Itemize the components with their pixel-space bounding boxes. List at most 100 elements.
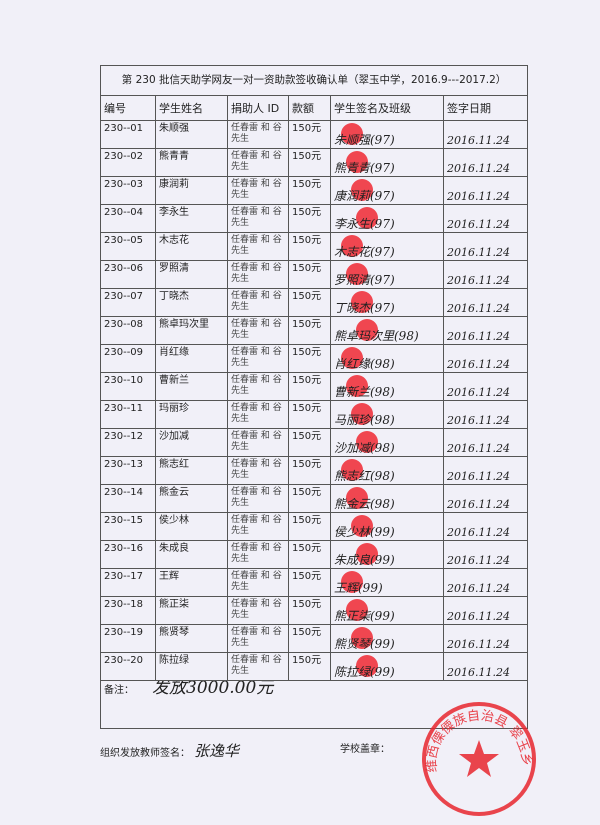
sign-date: 2016.11.24 <box>442 652 529 681</box>
sign-date: 2016.11.24 <box>442 120 529 149</box>
signature-text: 熊金云(98) <box>334 497 395 511</box>
amount: 150元 <box>288 148 331 177</box>
amount: 150元 <box>288 260 331 289</box>
fingerprint-mark <box>356 207 378 229</box>
donor-id: 任春雷 和 谷先生 <box>227 428 289 457</box>
teacher-signature-line: 组织发放教师签名： 张逸华 <box>100 740 239 761</box>
teacher-signature: 张逸华 <box>194 742 240 760</box>
table-row: 230--15 侯少林 任春雷 和 谷先生 150元 侯少林(99) 2016.11.24 <box>100 512 529 541</box>
amount: 150元 <box>288 120 331 149</box>
form-title: 第 230 批信天助学网友一对一资助款签收确认单（翠玉中学，2016.9---2… <box>99 65 529 96</box>
signature-text: 熊卓玛次里(98) <box>334 329 419 343</box>
donor-id: 任春雷 和 谷先生 <box>227 120 289 149</box>
fingerprint-mark <box>341 459 363 481</box>
donor-id: 任春雷 和 谷先生 <box>227 484 289 513</box>
student-signature: 木志花(97) <box>330 232 444 261</box>
student-id: 230--01 <box>100 120 156 149</box>
donor-id: 任春雷 和 谷先生 <box>227 316 289 345</box>
donor-id: 任春雷 和 谷先生 <box>227 400 289 429</box>
student-name: 朱成良 <box>155 540 228 569</box>
fingerprint-mark <box>346 375 368 397</box>
student-signature: 李永生(97) <box>330 204 444 233</box>
signature-text: 曹新兰(98) <box>334 385 395 399</box>
sign-date: 2016.11.24 <box>442 456 529 485</box>
student-name: 熊金云 <box>155 484 228 513</box>
sign-date: 2016.11.24 <box>442 148 529 177</box>
table-row: 230--16 朱成良 任春雷 和 谷先生 150元 朱成良(99) 2016.11.24 <box>100 540 529 569</box>
amount: 150元 <box>288 652 331 681</box>
fingerprint-mark <box>356 319 378 341</box>
amount: 150元 <box>288 344 331 373</box>
sign-date: 2016.11.24 <box>442 372 529 401</box>
table-row: 230--11 玛丽珍 任春雷 和 谷先生 150元 马丽珍(98) 2016.11.24 <box>100 400 529 429</box>
student-signature: 王辉(99) <box>330 568 444 597</box>
sign-date: 2016.11.24 <box>442 624 529 653</box>
signature-text: 李永生(97) <box>334 217 395 231</box>
student-name: 曹新兰 <box>155 372 228 401</box>
signature-text: 熊志红(98) <box>334 469 395 483</box>
student-name: 玛丽珍 <box>155 400 228 429</box>
student-name: 木志花 <box>155 232 228 261</box>
donor-id: 任春雷 和 谷先生 <box>227 540 289 569</box>
amount: 150元 <box>288 512 331 541</box>
student-signature: 熊贤琴(99) <box>330 624 444 653</box>
table-row: 230--12 沙加减 任春雷 和 谷先生 150元 沙加减(98) 2016.11.24 <box>100 428 529 457</box>
fingerprint-mark <box>341 123 363 145</box>
sign-date: 2016.11.24 <box>442 344 529 373</box>
student-id: 230--04 <box>100 204 156 233</box>
sign-date: 2016.11.24 <box>442 288 529 317</box>
amount: 150元 <box>288 176 331 205</box>
sign-date: 2016.11.24 <box>442 540 529 569</box>
receipt-table: 第 230 批信天助学网友一对一资助款签收确认单（翠玉中学，2016.9---2… <box>99 65 529 729</box>
student-signature: 罗照清(97) <box>330 260 444 289</box>
student-signature: 朱成良(99) <box>330 540 444 569</box>
column-header: 编号 <box>100 95 156 121</box>
student-signature: 朱顺强(97) <box>330 120 444 149</box>
student-name: 熊正柒 <box>155 596 228 625</box>
sign-date: 2016.11.24 <box>442 316 529 345</box>
donor-id: 任春雷 和 谷先生 <box>227 176 289 205</box>
amount: 150元 <box>288 316 331 345</box>
student-id: 230--19 <box>100 624 156 653</box>
amount: 150元 <box>288 204 331 233</box>
table-row: 230--06 罗照清 任春雷 和 谷先生 150元 罗照清(97) 2016.11.24 <box>100 260 529 289</box>
signature-text: 马丽珍(98) <box>334 413 395 427</box>
table-row: 230--19 熊贤琴 任春雷 和 谷先生 150元 熊贤琴(99) 2016.11.24 <box>100 624 529 653</box>
student-name: 熊贤琴 <box>155 624 228 653</box>
sign-date: 2016.11.24 <box>442 400 529 429</box>
table-row: 230--10 曹新兰 任春雷 和 谷先生 150元 曹新兰(98) 2016.11.24 <box>100 372 529 401</box>
student-id: 230--08 <box>100 316 156 345</box>
student-id: 230--20 <box>100 652 156 681</box>
fingerprint-mark <box>341 571 363 593</box>
star-icon <box>459 740 499 777</box>
student-name: 陈拉绿 <box>155 652 228 681</box>
table-row: 230--14 熊金云 任春雷 和 谷先生 150元 熊金云(98) 2016.11.24 <box>100 484 529 513</box>
student-id: 230--05 <box>100 232 156 261</box>
student-signature: 沙加减(98) <box>330 428 444 457</box>
donor-id: 任春雷 和 谷先生 <box>227 288 289 317</box>
donor-id: 任春雷 和 谷先生 <box>227 260 289 289</box>
student-name: 熊志红 <box>155 456 228 485</box>
donor-id: 任春雷 和 谷先生 <box>227 652 289 681</box>
sign-date: 2016.11.24 <box>442 568 529 597</box>
fingerprint-mark <box>356 431 378 453</box>
student-id: 230--10 <box>100 372 156 401</box>
table-row: 230--13 熊志红 任春雷 和 谷先生 150元 熊志红(98) 2016.11.24 <box>100 456 529 485</box>
fingerprint-mark <box>346 151 368 173</box>
sign-date: 2016.11.24 <box>442 596 529 625</box>
amount: 150元 <box>288 596 331 625</box>
amount: 150元 <box>288 288 331 317</box>
amount: 150元 <box>288 372 331 401</box>
donor-id: 任春雷 和 谷先生 <box>227 148 289 177</box>
column-header: 学生签名及班级 <box>330 95 444 121</box>
amount: 150元 <box>288 456 331 485</box>
student-name: 罗照清 <box>155 260 228 289</box>
student-name: 肖红缘 <box>155 344 228 373</box>
student-signature: 康润莉(97) <box>330 176 444 205</box>
remark-cell: 备注： 发放3000.00元 <box>99 680 529 729</box>
student-id: 230--12 <box>100 428 156 457</box>
signature-text: 木志花(97) <box>334 245 395 259</box>
donor-id: 任春雷 和 谷先生 <box>227 372 289 401</box>
amount: 150元 <box>288 484 331 513</box>
sign-date: 2016.11.24 <box>442 484 529 513</box>
